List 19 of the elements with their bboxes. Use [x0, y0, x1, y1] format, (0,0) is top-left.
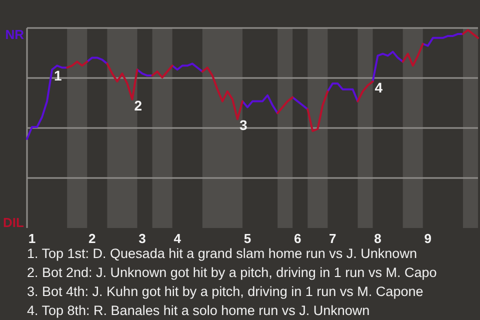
x-tick-label: 8: [374, 231, 382, 246]
text: 4. Top 8th: R. Banales hit a solo home run vs J. Unknown: [27, 303, 370, 318]
x-tick-label: 6: [294, 231, 302, 246]
annotation: 3: [239, 117, 248, 134]
text: 3. Bot 4th: J. Kuhn got hit by a pitch, driving in 1 run vs M. Capone: [27, 284, 424, 299]
text: 1. Top 1st: D. Quesada hit a grand slam home run vs J. Unknown: [27, 246, 417, 261]
x-tick-label: 3: [138, 231, 146, 246]
annotation: 4: [374, 79, 383, 96]
annotation: 1: [54, 68, 62, 84]
text: NR: [5, 27, 25, 42]
x-tick-label: 2: [88, 231, 96, 246]
x-tick-label: 7: [329, 231, 336, 246]
x-tick-label: 1: [28, 231, 36, 246]
x-tick-label: 9: [424, 231, 432, 246]
text: 2. Bot 2nd: J. Unknown got hit by a pitch, driving in 1 run vs M. Capo: [27, 265, 437, 280]
x-tick-label: 5: [244, 231, 252, 246]
annotation: 2: [134, 97, 142, 114]
text: DIL: [3, 215, 24, 230]
x-tick-label: 4: [174, 231, 182, 246]
